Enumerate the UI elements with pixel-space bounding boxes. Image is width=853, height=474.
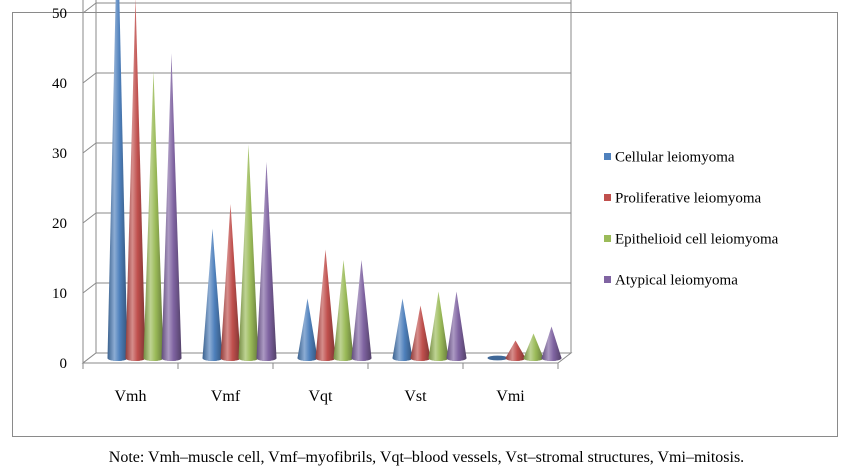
- cone-body: [333, 260, 354, 361]
- cone-mark: [238, 144, 259, 361]
- y-tick-label: 50: [52, 6, 67, 22]
- y-tick-label: 20: [52, 216, 67, 232]
- cone-body: [161, 53, 182, 361]
- cone-body: [315, 249, 336, 361]
- legend-label: Atypical leiomyoma: [615, 273, 738, 289]
- cone-body: [297, 298, 318, 361]
- gridline-diagonal: [82, 142, 97, 154]
- gridline-diagonal: [82, 2, 97, 14]
- cone-mark: [428, 291, 449, 361]
- cone-body: [238, 144, 259, 361]
- cone-body: [541, 326, 562, 361]
- cone-mark: [541, 326, 562, 361]
- category-label: Vst: [404, 388, 427, 405]
- cone-body: [256, 162, 277, 361]
- cone-mark: [505, 340, 526, 361]
- legend-swatch: [604, 194, 611, 201]
- legend-entry: Atypical leiomyoma: [604, 273, 738, 289]
- legend-swatch: [604, 276, 611, 283]
- y-tick-label: 30: [52, 146, 67, 162]
- legend: Cellular leiomyoma Proliferative leiomyom…: [604, 150, 779, 289]
- cone-mark: [410, 305, 431, 361]
- legend-swatch: [604, 235, 611, 242]
- cone-body: [220, 204, 241, 361]
- cone-body: [428, 291, 449, 361]
- category-label: Vmf: [211, 388, 241, 405]
- y-tick-label: 0: [60, 356, 68, 372]
- cone-mark: [220, 204, 241, 361]
- cone-body: [351, 260, 372, 361]
- legend-entry: Epithelioid cell leiomyoma: [604, 232, 779, 248]
- legend-swatch: [604, 153, 611, 160]
- legend-label: Proliferative leiomyoma: [615, 191, 762, 207]
- chart-note: Note: Vmh–muscle cell, Vmf–myofibrils, V…: [108, 449, 745, 466]
- cone-mark: [523, 333, 544, 361]
- cone-mark: [125, 0, 146, 361]
- cone-mark: [202, 228, 223, 361]
- cone-body: [505, 340, 526, 361]
- cones: [107, 0, 562, 361]
- gridline-diagonal: [82, 282, 97, 294]
- cone-body: [202, 228, 223, 361]
- category-label: Vmi: [496, 388, 525, 405]
- axis-labels: 010203040506070VmhVmfVqtVstVmi: [52, 6, 525, 405]
- cone-body: [143, 71, 164, 361]
- cone-body: [523, 333, 544, 361]
- legend-label: Epithelioid cell leiomyoma: [615, 232, 779, 248]
- cone-body: [392, 298, 413, 361]
- cone-body: [107, 0, 128, 361]
- cone-mark: [297, 298, 318, 361]
- cone-mark: [487, 355, 508, 361]
- cone-mark: [392, 298, 413, 361]
- cone-base: [487, 355, 508, 361]
- category-label: Vmh: [115, 388, 147, 405]
- cone-mark: [107, 0, 128, 361]
- legend-label: Cellular leiomyoma: [615, 150, 735, 166]
- cone-body: [446, 291, 467, 361]
- cone-mark: [256, 162, 277, 361]
- cone-mark: [351, 260, 372, 361]
- cone-mark: [446, 291, 467, 361]
- cone-mark: [143, 71, 164, 361]
- legend-entry: Cellular leiomyoma: [604, 150, 735, 166]
- y-tick-label: 10: [52, 286, 67, 302]
- legend-entry: Proliferative leiomyoma: [604, 191, 762, 207]
- y-tick-label: 40: [52, 76, 67, 92]
- cone-mark: [333, 260, 354, 361]
- cone-mark: [315, 249, 336, 361]
- cone-mark: [161, 53, 182, 361]
- gridline-diagonal: [82, 212, 97, 224]
- category-label: Vqt: [309, 388, 334, 405]
- cone-body: [125, 0, 146, 361]
- cone-body: [410, 305, 431, 361]
- gridline-diagonal: [82, 72, 97, 84]
